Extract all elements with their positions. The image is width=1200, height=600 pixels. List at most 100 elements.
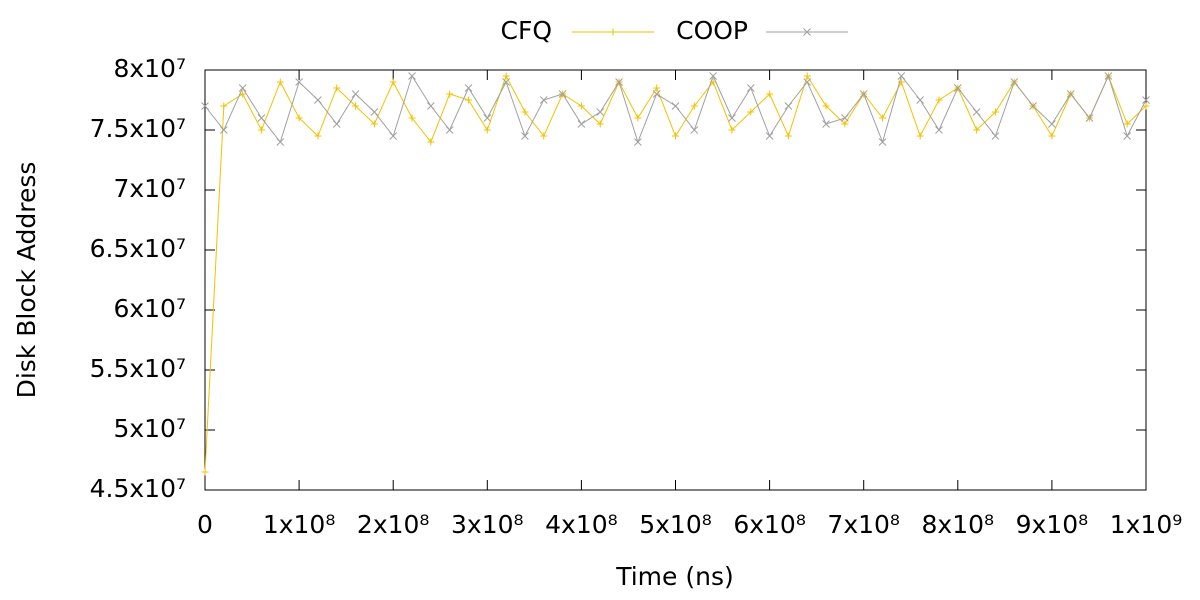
- x-axis-label: Time (ns): [615, 562, 734, 591]
- x-tick-label: 7x10⁸: [827, 510, 900, 539]
- point-marker: [973, 126, 981, 134]
- legend-marker: [609, 28, 617, 36]
- point-marker: [1104, 72, 1113, 80]
- y-tick-label: 6x10⁷: [113, 294, 186, 323]
- point-marker: [539, 96, 548, 104]
- y-tick-label: 7.5x10⁷: [90, 114, 186, 143]
- x-tick-label: 4x10⁸: [545, 510, 618, 539]
- point-marker: [427, 138, 435, 146]
- y-tick-label: 5x10⁷: [113, 414, 186, 443]
- point-marker: [690, 126, 699, 134]
- x-tick-label: 1x10⁸: [263, 510, 336, 539]
- point-marker: [746, 84, 755, 92]
- point-marker: [389, 78, 397, 86]
- point-marker: [1010, 78, 1019, 86]
- point-marker: [351, 90, 360, 98]
- point-marker: [352, 102, 360, 110]
- point-marker: [314, 132, 322, 140]
- point-marker: [935, 126, 943, 134]
- point-marker: [238, 84, 247, 92]
- point-marker: [389, 132, 398, 140]
- x-tick-label: 0: [197, 510, 213, 539]
- x-tick-label: 2x10⁸: [357, 510, 430, 539]
- point-marker: [671, 102, 680, 110]
- point-marker: [201, 102, 209, 110]
- x-tick-label: 3x10⁸: [451, 510, 524, 539]
- point-marker: [859, 90, 868, 98]
- point-marker: [991, 132, 1000, 140]
- point-marker: [220, 102, 228, 110]
- point-marker: [219, 126, 228, 134]
- point-marker: [502, 72, 510, 80]
- point-marker: [897, 72, 906, 80]
- point-marker: [276, 138, 285, 146]
- y-tick-label: 8x10⁷: [113, 54, 186, 83]
- point-marker: [1048, 132, 1056, 140]
- point-marker: [596, 120, 604, 128]
- point-marker: [596, 108, 605, 116]
- point-marker: [370, 108, 379, 116]
- point-marker: [257, 114, 266, 122]
- point-marker: [991, 108, 999, 116]
- point-marker: [370, 120, 378, 128]
- point-marker: [276, 78, 284, 86]
- y-tick-label: 4.5x10⁷: [90, 474, 186, 503]
- point-marker: [841, 120, 849, 128]
- point-marker: [295, 78, 303, 86]
- legend-label: CFQ: [500, 16, 552, 45]
- point-marker: [577, 120, 586, 128]
- x-tick-label: 1x10⁹: [1110, 510, 1183, 539]
- point-marker: [257, 126, 265, 134]
- point-marker: [1048, 120, 1056, 128]
- point-marker: [1085, 114, 1094, 122]
- point-marker: [652, 90, 661, 98]
- point-marker: [333, 84, 341, 92]
- point-marker: [728, 126, 736, 134]
- y-tick-label: 7x10⁷: [113, 174, 186, 203]
- point-marker: [558, 90, 567, 98]
- point-marker: [634, 114, 642, 122]
- point-marker: [446, 90, 454, 98]
- point-marker: [521, 132, 529, 140]
- y-tick-label: 5.5x10⁷: [90, 354, 186, 383]
- x-tick-label: 9x10⁸: [1016, 510, 1089, 539]
- point-marker: [615, 78, 623, 86]
- point-marker: [426, 102, 435, 110]
- point-marker: [935, 96, 943, 104]
- point-marker: [464, 84, 473, 92]
- point-marker: [634, 138, 642, 146]
- point-marker: [1142, 96, 1150, 104]
- point-marker: [841, 114, 849, 122]
- point-marker: [879, 114, 887, 122]
- point-marker: [314, 96, 322, 104]
- point-marker: [483, 114, 492, 122]
- point-marker: [897, 78, 905, 86]
- point-marker: [1123, 120, 1131, 128]
- point-marker: [672, 132, 679, 140]
- y-tick-label: 6.5x10⁷: [90, 234, 186, 263]
- point-marker: [765, 132, 774, 140]
- point-marker: [803, 78, 812, 86]
- point-marker: [822, 102, 830, 110]
- x-tick-label: 8x10⁸: [922, 510, 995, 539]
- legend-marker: [803, 28, 811, 36]
- point-marker: [577, 102, 585, 110]
- point-marker: [916, 132, 924, 140]
- x-tick-label: 6x10⁸: [733, 510, 806, 539]
- point-marker: [916, 96, 925, 104]
- point-marker: [540, 132, 548, 140]
- point-marker: [332, 120, 341, 128]
- y-axis-label: Disk Block Address: [12, 162, 41, 399]
- series-line: [204, 74, 1147, 144]
- point-marker: [803, 72, 811, 80]
- point-marker: [709, 72, 717, 80]
- point-marker: [295, 114, 303, 122]
- point-marker: [1142, 102, 1150, 110]
- point-marker: [953, 84, 962, 92]
- point-marker: [766, 90, 774, 98]
- point-marker: [1066, 90, 1075, 98]
- point-marker: [1029, 102, 1037, 110]
- point-marker: [201, 468, 209, 476]
- point-marker: [653, 84, 661, 92]
